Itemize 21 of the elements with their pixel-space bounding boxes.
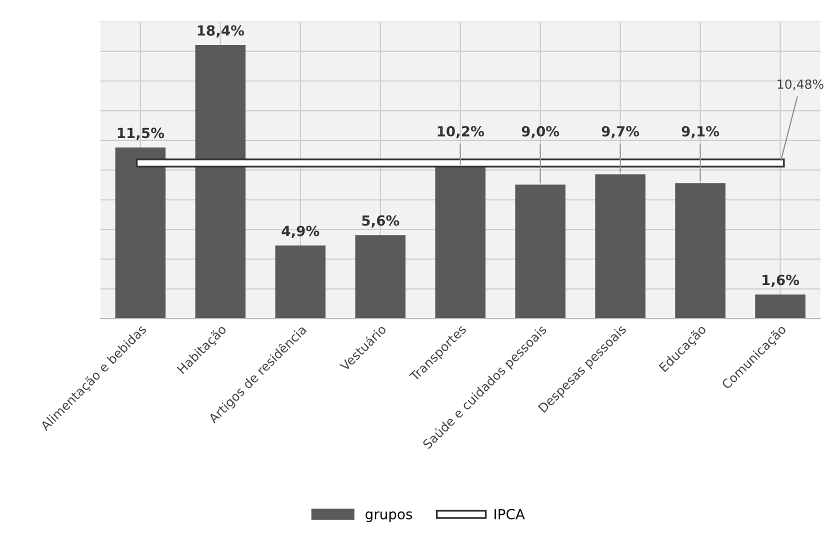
data-label: 9,7% bbox=[602, 126, 640, 138]
bar bbox=[275, 245, 326, 319]
legend-label: grupos bbox=[366, 511, 412, 522]
data-label: 4,9% bbox=[282, 226, 320, 238]
data-label: 5,6% bbox=[362, 215, 400, 228]
data-label: 9,0% bbox=[522, 126, 560, 138]
bar bbox=[195, 45, 246, 319]
data-label: 1,6% bbox=[762, 274, 800, 287]
bar bbox=[515, 184, 566, 319]
bar bbox=[755, 294, 806, 319]
data-label: 10,48% bbox=[778, 79, 824, 90]
data-label: 18,4% bbox=[198, 25, 244, 38]
bar bbox=[115, 147, 166, 319]
bar bbox=[435, 166, 486, 319]
data-label: 10,2% bbox=[438, 126, 484, 138]
data-label: 9,1% bbox=[682, 126, 720, 138]
bar bbox=[595, 174, 646, 319]
data-label: 11,5% bbox=[118, 128, 164, 140]
bar bbox=[355, 235, 406, 319]
bar bbox=[675, 183, 726, 319]
legend-label: IPCA bbox=[494, 508, 525, 520]
